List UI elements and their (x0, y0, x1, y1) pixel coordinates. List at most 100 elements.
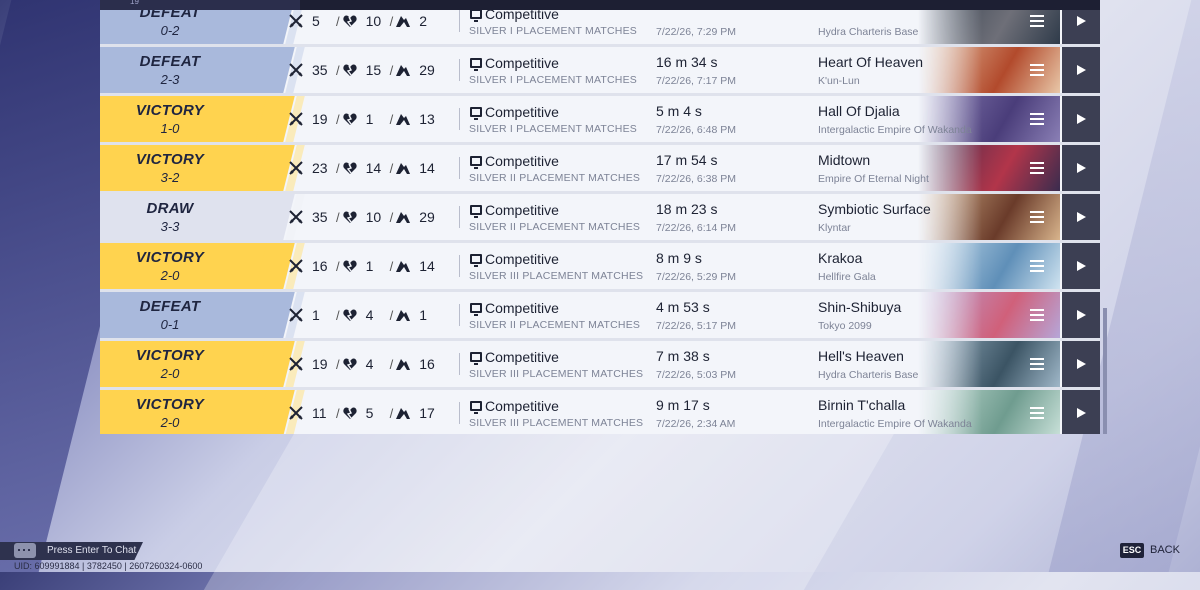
match-stats: 19 / 1 / 13 (288, 110, 443, 128)
match-history-list: DEFEAT 0-2 5 / 10 / 2 Competitive SILVER… (100, 10, 1100, 434)
map-region: Klyntar (818, 222, 851, 234)
stat-divider: / (336, 405, 340, 421)
deaths-broken-heart-icon (342, 209, 358, 225)
deaths-value: 10 (365, 209, 382, 225)
details-menu-icon[interactable] (1030, 113, 1044, 125)
match-datetime: 7/22/26, 7:17 PM (656, 75, 736, 87)
match-duration: 18 m 23 s (656, 201, 718, 217)
details-menu-icon[interactable] (1030, 309, 1044, 321)
deaths-value: 4 (365, 356, 374, 372)
kills-swords-icon (288, 356, 304, 372)
top-tab[interactable]: 19 (100, 0, 300, 10)
chat-icon (14, 543, 36, 558)
match-stats: 35 / 10 / 29 (288, 208, 443, 226)
match-row[interactable]: VICTORY 2-0 16 / 1 / 14 Competitive SILV… (100, 243, 1100, 292)
kills-value: 35 (312, 209, 328, 225)
top-bar: 19 (100, 0, 1100, 10)
stat-divider: / (389, 62, 394, 78)
map-region: Empire Of Eternal Night (818, 173, 929, 185)
details-menu-icon[interactable] (1030, 15, 1044, 27)
kills-value: 35 (312, 62, 328, 78)
replay-play-button[interactable] (1062, 292, 1100, 338)
replay-play-button[interactable] (1062, 194, 1100, 240)
match-result-badge: DEFEAT 0-2 (100, 10, 305, 44)
assists-icon (395, 13, 411, 29)
stat-divider: / (336, 209, 340, 225)
deaths-broken-heart-icon (342, 258, 358, 274)
replay-play-button[interactable] (1062, 341, 1100, 387)
match-result-label: VICTORY (135, 102, 205, 119)
game-mode: Competitive (470, 349, 559, 365)
monitor-icon (470, 401, 482, 414)
chat-bar[interactable]: Press Enter To Chat (0, 542, 143, 560)
match-stats: 1 / 4 / 1 (288, 306, 443, 324)
replay-play-button[interactable] (1062, 47, 1100, 93)
kills-swords-icon (288, 111, 304, 127)
background-shape-bottom (203, 430, 897, 590)
replay-play-button[interactable] (1062, 96, 1100, 142)
deaths-value: 10 (365, 13, 382, 29)
kills-value: 23 (312, 160, 328, 176)
assists-value: 17 (419, 405, 435, 421)
map-region: Hydra Charteris Base (818, 26, 919, 38)
column-divider (459, 255, 460, 277)
details-menu-icon[interactable] (1030, 64, 1044, 76)
back-button[interactable]: BACK (1150, 544, 1180, 556)
replay-play-button[interactable] (1062, 390, 1100, 434)
deaths-broken-heart-icon (342, 307, 358, 323)
map-name: Birnin T'challa (818, 397, 906, 413)
deaths-broken-heart-icon (342, 111, 358, 127)
stat-divider: / (389, 111, 394, 127)
match-row[interactable]: VICTORY 2-0 11 / 5 / 17 Competitive SILV… (100, 390, 1100, 434)
match-duration: 5 m 4 s (656, 103, 702, 119)
replay-play-button[interactable] (1062, 243, 1100, 289)
map-name: Hell's Heaven (818, 348, 904, 364)
match-score: 0-1 (160, 317, 180, 332)
column-divider (459, 108, 460, 130)
match-row[interactable]: DEFEAT 0-1 1 / 4 / 1 Competitive SILVER … (100, 292, 1100, 341)
match-row[interactable]: DRAW 3-3 35 / 10 / 29 Competitive SILVER… (100, 194, 1100, 243)
column-divider (459, 157, 460, 179)
monitor-icon (470, 107, 482, 120)
game-mode: Competitive (470, 300, 559, 316)
match-row[interactable]: DEFEAT 2-3 35 / 15 / 29 Competitive SILV… (100, 47, 1100, 96)
esc-key-icon[interactable]: ESC (1120, 543, 1144, 558)
match-datetime: 7/22/26, 5:29 PM (656, 271, 736, 283)
assists-value: 29 (419, 62, 435, 78)
game-mode: Competitive (470, 202, 559, 218)
game-mode-label: Competitive (485, 398, 559, 414)
match-row[interactable]: VICTORY 3-2 23 / 14 / 14 Competitive SIL… (100, 145, 1100, 194)
match-row[interactable]: DEFEAT 0-2 5 / 10 / 2 Competitive SILVER… (100, 10, 1100, 47)
match-score: 0-2 (160, 23, 180, 38)
map-name: Hall Of Djalia (818, 103, 900, 119)
monitor-icon (470, 58, 482, 71)
details-menu-icon[interactable] (1030, 407, 1044, 419)
rank-label: SILVER II PLACEMENT MATCHES (469, 172, 641, 184)
column-divider (459, 304, 460, 326)
assists-icon (395, 356, 411, 372)
details-menu-icon[interactable] (1030, 260, 1044, 272)
details-menu-icon[interactable] (1030, 358, 1044, 370)
match-result-badge: DEFEAT 2-3 (100, 47, 305, 93)
match-duration: 7 m 38 s (656, 348, 710, 364)
stat-divider: / (389, 13, 394, 29)
monitor-icon (470, 303, 482, 316)
match-row[interactable]: VICTORY 1-0 19 / 1 / 13 Competitive SILV… (100, 96, 1100, 145)
details-menu-icon[interactable] (1030, 211, 1044, 223)
assists-value: 14 (419, 258, 435, 274)
details-menu-icon[interactable] (1030, 162, 1044, 174)
stat-divider: / (336, 13, 340, 29)
replay-play-button[interactable] (1062, 145, 1100, 191)
match-score: 2-3 (160, 72, 180, 87)
stat-divider: / (389, 160, 394, 176)
stat-divider: / (336, 62, 340, 78)
match-result-badge: VICTORY 2-0 (100, 390, 305, 434)
assists-value: 2 (419, 13, 428, 29)
scrollbar[interactable] (1103, 308, 1107, 434)
deaths-value: 4 (365, 307, 374, 323)
kills-swords-icon (288, 62, 304, 78)
match-row[interactable]: VICTORY 2-0 19 / 4 / 16 Competitive SILV… (100, 341, 1100, 390)
match-duration: 17 m 54 s (656, 152, 718, 168)
replay-play-button[interactable] (1062, 10, 1100, 44)
deaths-broken-heart-icon (342, 405, 358, 421)
